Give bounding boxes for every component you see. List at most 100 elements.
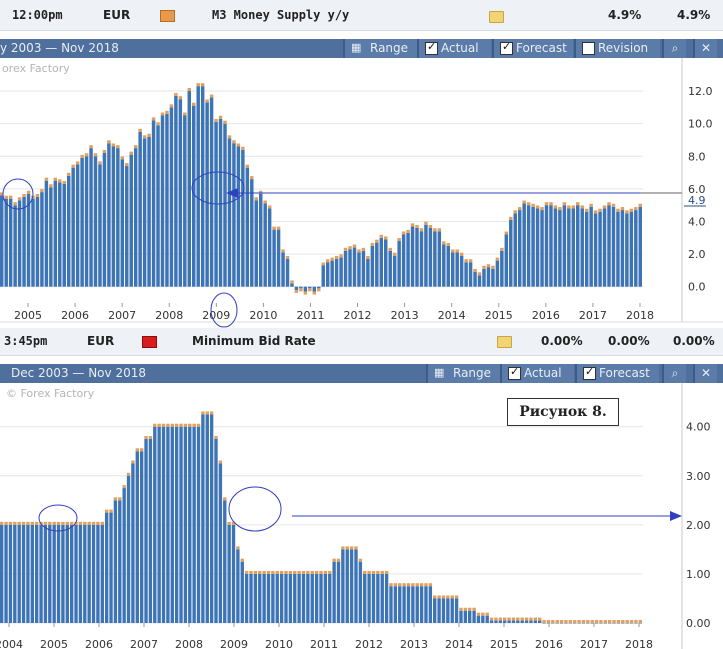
bar [323,573,328,623]
x-tick-label: 2009 [202,309,230,322]
event-title[interactable]: Minimum Bid Rate [192,334,316,348]
bar [53,180,58,287]
forecast-marker [120,156,125,160]
forecast-marker [241,146,245,150]
bar [352,247,357,287]
folder-icon[interactable] [497,336,512,348]
bar [65,524,69,623]
bar [126,475,131,623]
bar [491,268,495,287]
bar [58,182,62,287]
bar [241,149,245,287]
forecast-marker [0,192,4,196]
forecast-checkbox[interactable]: Forecast [575,364,659,383]
forecast-marker [56,521,61,525]
forecast-marker [34,521,39,525]
bar [40,192,44,287]
bar [392,255,397,287]
bar [245,167,250,287]
forecast-marker [30,521,34,525]
event-time: 12:00pm [12,8,63,22]
forecast-marker [122,485,126,489]
forecast-marker [223,120,227,124]
bar [468,262,473,287]
forecast-marker [183,112,187,116]
bar [267,208,272,287]
forecast-marker [196,83,200,87]
bar [571,208,576,287]
x-tick-label: 2010 [249,309,277,322]
forecast-marker [214,435,218,439]
x-tick-label: 2006 [85,638,113,649]
y-tick-label: 10.0 [688,118,713,131]
bar [308,286,312,289]
forecast-marker [91,521,96,525]
bar [31,198,35,287]
forecast-marker [341,546,345,550]
forecast-marker [285,255,290,259]
forecast-marker [481,612,485,616]
chart-minimum-bid-rate: © Forex Factory 0.00 1.00 2.00 3.00 4.00 200… [0,383,723,649]
forecast-marker [232,140,236,144]
bar [133,148,138,287]
bar [620,210,625,287]
forecast-marker [634,207,638,211]
forecast-marker [84,153,89,157]
forecast-marker [118,497,122,501]
bar [75,164,80,287]
forecast-marker [125,163,129,167]
forecast-marker [540,207,544,211]
range-button[interactable]: ▦ Range [426,364,500,383]
chart-m3-money-supply: orex Factory 0.0 2.0 4.0 6.0 8.0 10.0 12.0 200… [0,58,723,328]
bar [599,623,603,624]
forecast-marker [58,179,62,183]
forecast-marker [174,423,179,427]
annotation-arrowhead [670,511,682,521]
collapse-icon[interactable]: ✕ [693,364,717,383]
forecast-marker [267,205,272,209]
forecast-marker [74,521,78,525]
forecast-marker [169,104,174,108]
bar [450,598,454,623]
bar [361,250,366,287]
collapse-icon[interactable]: ✕ [693,39,717,58]
forecast-marker [323,570,328,574]
forecast-marker [71,164,75,168]
x-tick-label: 2008 [175,638,203,649]
bar [339,257,343,287]
range-button[interactable]: ▦ Range [343,39,417,58]
bar [334,258,339,287]
bar [227,138,232,287]
actual-checkbox[interactable]: Actual [500,364,574,383]
event-row-bid-rate[interactable]: 3:45pm EUR Minimum Bid Rate 0.00% 0.00% … [0,328,723,356]
forecast-marker [272,226,276,230]
bar [638,623,642,624]
forecast-marker [433,228,437,232]
event-title[interactable]: M3 Money Supply y/y [212,8,350,22]
zoom-icon[interactable]: ⌕ [662,364,686,383]
forecast-marker [491,265,495,269]
bar [540,210,544,287]
forecast-marker [389,583,393,587]
bar [419,231,424,287]
bar [363,573,367,623]
actual-checkbox[interactable]: Actual [417,39,491,58]
bar [148,438,153,623]
revision-checkbox[interactable]: Revision [574,39,660,58]
bar [201,414,205,623]
bar [205,414,209,623]
bar [526,205,531,287]
x-tick-label: 2018 [625,638,653,649]
bar [102,153,107,287]
event-row-m3[interactable]: 12:00pm EUR M3 Money Supply y/y 4.9% 4.9… [0,0,723,31]
zoom-icon[interactable]: ⌕ [662,39,686,58]
folder-icon[interactable] [489,11,504,23]
forecast-marker [504,231,509,235]
forecast-marker [135,448,139,452]
bar [116,148,120,287]
forecast-marker [96,521,100,525]
forecast-marker [254,197,258,201]
forecast-marker [262,570,266,574]
forecast-checkbox[interactable]: Forecast [492,39,573,58]
bar [450,252,455,287]
